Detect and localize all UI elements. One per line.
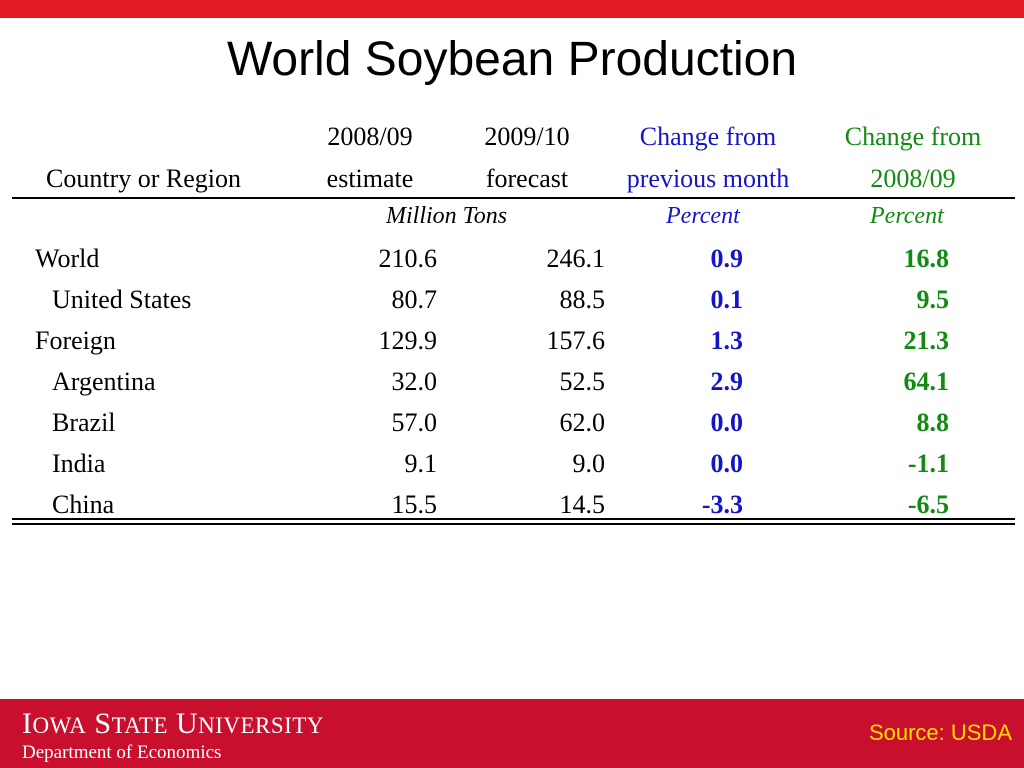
row-change-month: 0.0 [710,449,744,478]
svg-text:IOWA STATE UNIVERSITY: IOWA STATE UNIVERSITY [22,707,324,739]
row-forecast: 52.5 [559,367,606,396]
table-row: World 210.6 246.1 0.9 16.8 [12,238,1015,279]
header-estimate-line2: estimate [326,164,414,193]
row-forecast: 88.5 [559,285,606,314]
row-change-year: -6.5 [907,490,949,519]
header-change-year-line2: 2008/09 [870,164,956,193]
row-estimate: 32.0 [391,367,438,396]
row-forecast: 246.1 [546,244,606,273]
table-row: Foreign 129.9 157.6 1.3 21.3 [12,320,1015,361]
row-name: Argentina [52,367,156,396]
university-wordmark: IOWA STATE UNIVERSITY [22,707,324,740]
row-change-month: 0.9 [710,244,744,273]
footer-bar: IOWA STATE UNIVERSITY Department of Econ… [0,699,1024,768]
unit-percent-month: Percent [666,203,740,229]
row-estimate: 80.7 [391,285,438,314]
row-estimate: 15.5 [391,490,438,519]
table-row: United States 80.7 88.5 0.1 9.5 [12,279,1015,320]
row-estimate: 9.1 [404,449,438,478]
row-name: China [52,490,115,519]
unit-million-tons: Million Tons [386,203,508,229]
bottom-rule-lower [12,523,1015,525]
department-name: Department of Economics [22,742,222,763]
unit-percent-year: Percent [870,203,944,229]
top-accent-bar [0,0,1024,18]
row-name: Brazil [52,408,116,437]
header-estimate-line1: 2008/09 [327,122,413,151]
row-change-month: 1.3 [710,326,744,355]
row-change-month: -3.3 [701,490,743,519]
row-change-year: 64.1 [903,367,950,396]
header-change-month-line1: Change from [639,122,777,151]
slide-title: World Soybean Production [226,33,798,86]
row-name: United States [52,285,192,314]
table-row: India 9.1 9.0 0.0 -1.1 [12,443,1015,484]
bottom-rule-upper [12,518,1015,520]
table-row: Brazil 57.0 62.0 0.0 8.8 [12,402,1015,443]
header-change-month-line2: previous month [626,164,790,193]
table-row: Argentina 32.0 52.5 2.9 64.1 [12,361,1015,402]
row-change-year: 9.5 [916,285,950,314]
row-name: World [35,244,100,273]
header-rule [12,197,1015,199]
row-change-month: 0.1 [710,285,744,314]
university-logo: IOWA STATE UNIVERSITY [22,705,412,747]
row-change-month: 0.0 [710,408,744,437]
row-name: Foreign [35,326,116,355]
source-note: Source: USDA [868,720,1012,745]
row-estimate: 210.6 [378,244,438,273]
row-change-year: 8.8 [916,408,950,437]
production-table: Country or Region 2008/09 estimate 2009/… [12,112,1015,532]
row-name: India [52,449,106,478]
row-change-year: -1.1 [907,449,949,478]
row-forecast: 14.5 [559,490,606,519]
row-forecast: 9.0 [572,449,606,478]
row-change-year: 16.8 [903,244,950,273]
header-change-year-line1: Change from [844,122,982,151]
row-change-month: 2.9 [710,367,744,396]
row-forecast: 62.0 [559,408,606,437]
row-change-year: 21.3 [903,326,950,355]
header-forecast-line2: forecast [485,164,569,193]
row-forecast: 157.6 [546,326,606,355]
row-estimate: 57.0 [391,408,438,437]
header-forecast-line1: 2009/10 [484,122,570,151]
row-estimate: 129.9 [378,326,438,355]
table-row: China 15.5 14.5 -3.3 -6.5 [12,484,1015,525]
header-region: Country or Region [46,164,241,193]
